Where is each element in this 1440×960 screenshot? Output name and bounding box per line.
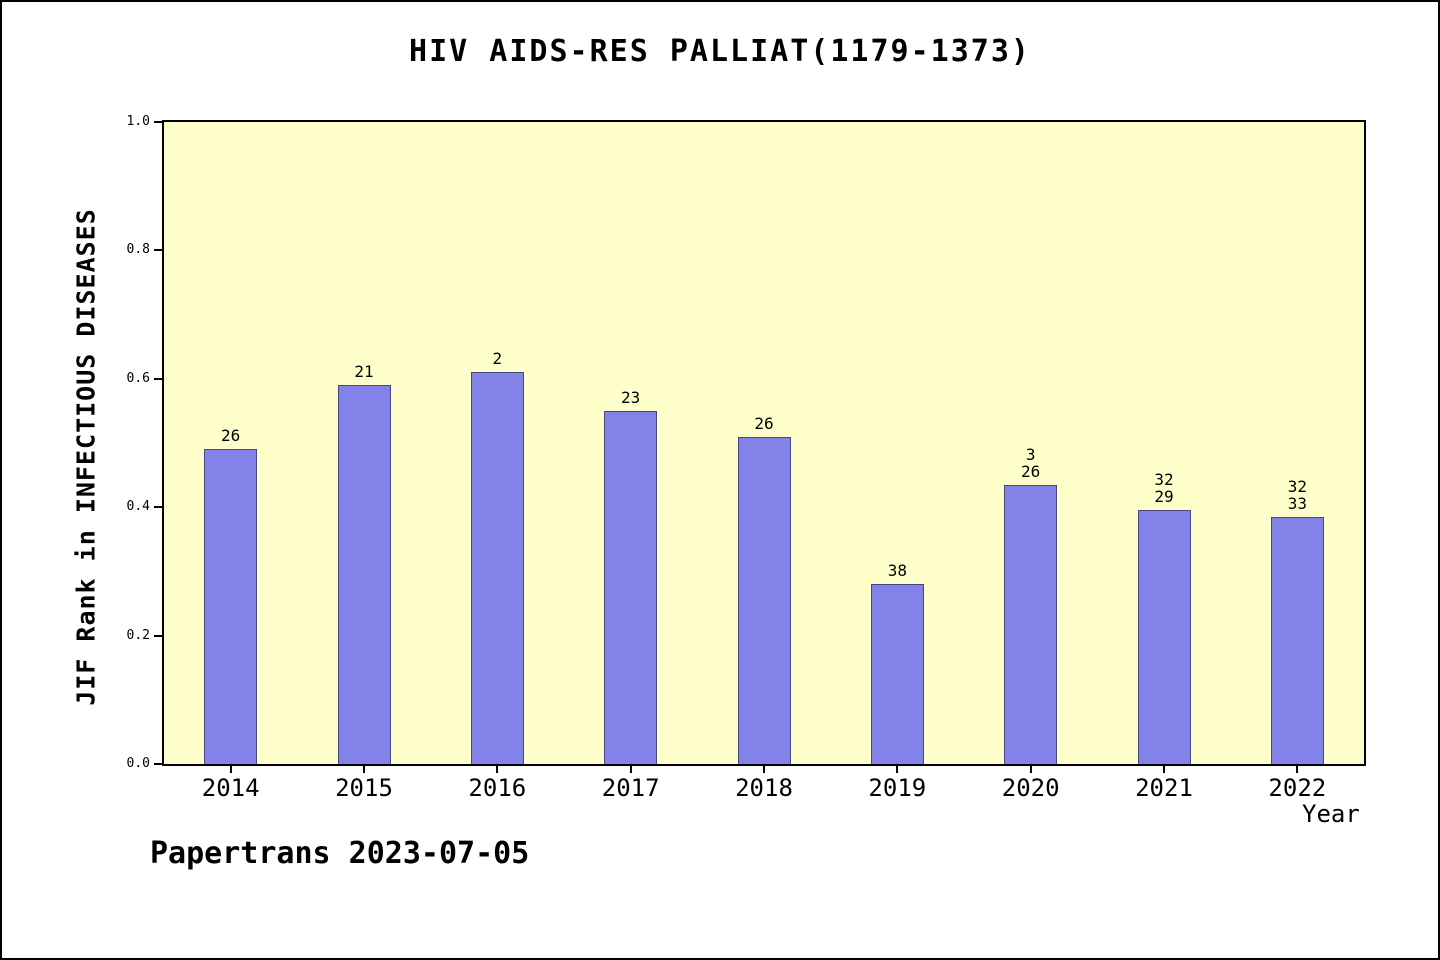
bar-value-label-2018: 26 xyxy=(719,415,809,432)
bar-2022 xyxy=(1270,516,1324,764)
bar-2019 xyxy=(870,584,924,764)
bar-value-line: 29 xyxy=(1154,487,1174,507)
x-tick-label-2015: 2015 xyxy=(335,774,393,802)
bar-value-label-2015: 21 xyxy=(319,363,409,380)
bar-value-label-2021: 32 29 xyxy=(1119,471,1209,505)
bar-value-line: 32 xyxy=(1287,476,1307,496)
bar-value-label-2014: 26 xyxy=(186,427,276,444)
y-tick-mark xyxy=(154,506,162,509)
x-tick-mark xyxy=(363,766,365,773)
y-tick-label: 0.8 xyxy=(126,242,150,258)
y-axis-label: JIF Rank in INFECTIOUS DISEASES xyxy=(71,208,101,706)
bar-value-label-2016: 2 xyxy=(452,350,542,367)
bar-2014 xyxy=(204,449,258,764)
bar-value-line: 26 xyxy=(221,426,241,446)
bar-value-line: 2 xyxy=(492,349,503,369)
chart-title: HIV AIDS-RES PALLIAT(1179-1373) xyxy=(409,34,1031,69)
x-tick-label-2014: 2014 xyxy=(201,774,260,802)
bar-value-label-2022: 32 33 xyxy=(1252,478,1342,512)
x-tick-label-2020: 2020 xyxy=(1001,774,1060,802)
x-tick-mark xyxy=(896,766,899,773)
x-tick-label-2016: 2016 xyxy=(468,774,527,802)
bar-value-line: 33 xyxy=(1287,493,1307,513)
y-tick-label: 0.6 xyxy=(126,370,150,386)
y-tick-label: 1.0 xyxy=(126,114,150,129)
bar-2021 xyxy=(1137,510,1191,764)
y-tick-label: 0.0 xyxy=(126,756,150,771)
bar-value-line: 21 xyxy=(354,362,374,382)
y-tick-label: 0.2 xyxy=(126,627,150,643)
bar-value-line: 23 xyxy=(621,387,641,407)
y-tick-mark xyxy=(154,634,162,637)
bar-2017 xyxy=(604,410,658,764)
x-tick-mark xyxy=(229,766,232,773)
bar-value-label-2017: 23 xyxy=(586,389,676,406)
y-tick-label: 0.4 xyxy=(126,499,150,515)
x-tick-mark xyxy=(763,766,765,773)
x-tick-label-2018: 2018 xyxy=(735,774,793,802)
bar-2020 xyxy=(1004,484,1058,764)
bar-value-line: 26 xyxy=(754,413,774,433)
x-tick-label-2017: 2017 xyxy=(601,774,660,802)
bar-2016 xyxy=(470,372,524,764)
bar-2015 xyxy=(337,385,391,764)
y-tick-mark xyxy=(154,121,162,123)
bar-value-line: 32 xyxy=(1154,470,1174,490)
x-tick-mark xyxy=(1296,766,1299,773)
x-axis-label: Year xyxy=(1302,800,1360,828)
x-tick-mark xyxy=(629,766,632,773)
x-tick-mark xyxy=(1163,766,1165,773)
x-tick-label-2021: 2021 xyxy=(1135,774,1193,802)
bar-value-line: 38 xyxy=(887,561,907,581)
x-tick-label-2019: 2019 xyxy=(868,774,927,802)
y-tick-mark xyxy=(154,249,162,252)
x-tick-label-2022: 2022 xyxy=(1268,774,1327,802)
bar-value-line: 3 xyxy=(1025,444,1036,464)
watermark-text: Papertrans 2023-07-05 xyxy=(150,836,530,871)
bar-value-line: 26 xyxy=(1021,461,1041,481)
bar-value-label-2020: 3 26 xyxy=(986,446,1076,480)
x-tick-mark xyxy=(496,766,499,773)
plot-area: 0.0 0.2 0.4 0.6 0.8 1.0 26 2014 21 2015 2 2016 23 201… xyxy=(127,115,1366,802)
bar-value-label-2019: 38 xyxy=(852,562,942,579)
y-tick-mark xyxy=(154,763,162,765)
y-tick-mark xyxy=(154,377,162,380)
x-tick-mark xyxy=(1029,766,1032,773)
bar-2018 xyxy=(737,436,791,764)
